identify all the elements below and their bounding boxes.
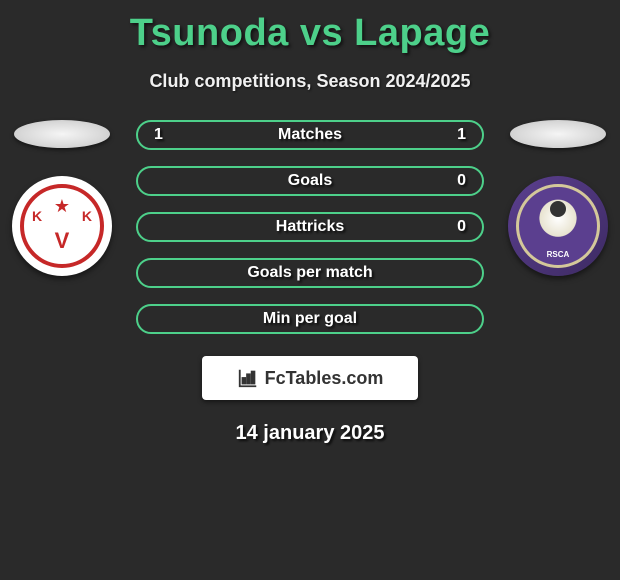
stat-row: Goals per match [136,258,484,288]
stat-row: 1 Matches 1 [136,120,484,150]
stat-right-value: 0 [454,172,466,190]
right-player-column: RSCA [508,120,608,276]
left-club-badge-inner: ★ K K V [20,184,104,268]
chart-icon [237,367,259,389]
stat-label: Matches [278,126,342,144]
stat-right-value: 0 [454,218,466,236]
badge-text: RSCA [519,250,597,259]
branding-text: FcTables.com [265,368,384,389]
stat-left-value: 1 [154,126,166,144]
date-label: 14 january 2025 [0,422,620,445]
badge-letter: K [32,208,42,224]
page-title: Tsunoda vs Lapage [0,0,620,55]
comparison-panel: ★ K K V RSCA 1 Matches 1 Goals 0 [0,120,620,445]
stat-label: Goals per match [247,264,372,282]
left-player-column: ★ K K V [12,120,112,276]
stat-right-value: 1 [454,126,466,144]
branding-badge[interactable]: FcTables.com [202,356,418,400]
badge-letter: V [55,228,70,254]
subtitle: Club competitions, Season 2024/2025 [0,71,620,92]
stat-label: Min per goal [263,310,357,328]
left-player-silhouette [14,120,110,148]
right-club-badge: RSCA [508,176,608,276]
left-club-badge: ★ K K V [12,176,112,276]
stat-row: Min per goal [136,304,484,334]
stats-list: 1 Matches 1 Goals 0 Hattricks 0 Goals pe… [136,120,484,334]
stat-row: Hattricks 0 [136,212,484,242]
right-player-silhouette [510,120,606,148]
badge-letter: K [82,208,92,224]
stat-label: Goals [288,172,332,190]
stat-label: Hattricks [276,218,344,236]
right-club-badge-inner: RSCA [516,184,600,268]
stat-row: Goals 0 [136,166,484,196]
badge-ball-icon [550,201,566,217]
badge-star-icon: ★ [54,196,70,217]
